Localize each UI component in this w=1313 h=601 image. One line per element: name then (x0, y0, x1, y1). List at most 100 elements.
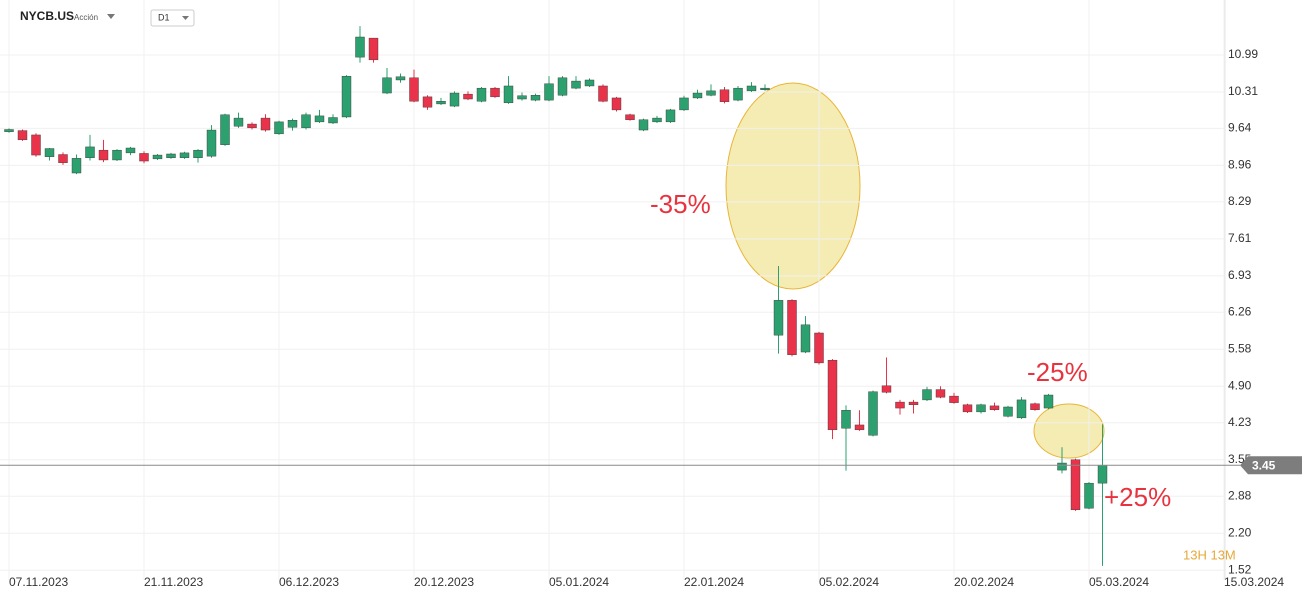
x-tick-label: 05.03.2024 (1089, 575, 1149, 589)
x-tick-label: 21.11.2023 (144, 575, 203, 589)
candle-body (895, 401, 905, 409)
x-tick-label: 20.12.2023 (414, 575, 474, 589)
interval[interactable]: D1 (158, 12, 170, 22)
candle-body (4, 129, 14, 132)
candle-body (854, 424, 865, 431)
candle-body (314, 115, 325, 123)
timer: 13H 13M (1183, 547, 1236, 562)
candle-body (395, 76, 406, 81)
candle-body (301, 114, 311, 129)
candle-body (1084, 482, 1094, 509)
instrument-kind[interactable]: Acción (74, 13, 98, 22)
candle-body (989, 405, 1000, 410)
candle-body (341, 75, 352, 118)
candle-body (233, 117, 244, 127)
candle-body (773, 300, 784, 336)
candle-body (598, 85, 608, 102)
candle-body (463, 93, 473, 100)
candle-body (436, 101, 446, 105)
y-tick-label: 1.52 (1228, 562, 1252, 576)
y-tick-label: 9.64 (1228, 121, 1252, 135)
x-tick-label: 15.03.2024 (1224, 575, 1284, 589)
candle-body (368, 37, 379, 61)
y-tick-label: 5.58 (1228, 341, 1252, 355)
candle-body (881, 385, 892, 393)
candle-body (382, 77, 392, 94)
candle-body (274, 121, 284, 135)
candle-body (800, 324, 811, 353)
candle-body (247, 123, 257, 129)
y-tick-label: 4.23 (1228, 415, 1252, 429)
candle-body (544, 83, 554, 101)
candle-body (908, 401, 919, 406)
candle-body (814, 332, 824, 364)
y-tick-label: 6.93 (1228, 268, 1252, 282)
candle-body (112, 149, 122, 161)
candle-body (935, 389, 946, 398)
candle-body (841, 410, 851, 429)
y-tick-label: 10.99 (1228, 47, 1258, 61)
candle-body (922, 389, 932, 401)
candle-body (1003, 406, 1013, 417)
candle-body (125, 147, 136, 154)
annotation: +25% (1104, 482, 1171, 512)
candle-body (193, 149, 203, 158)
candle-body (328, 117, 338, 124)
plot (0, 0, 1225, 580)
y-tick-label: 7.61 (1228, 231, 1252, 245)
candle-body (260, 117, 271, 131)
candle-body (1097, 464, 1108, 484)
x-tick-label: 07.11.2023 (9, 575, 68, 589)
y-tick-label: 2.88 (1228, 488, 1252, 502)
candle-body (31, 134, 41, 156)
y-tick-label: 6.26 (1228, 304, 1252, 318)
candle-body (220, 114, 230, 145)
candle-body (44, 148, 55, 157)
candle-body (733, 87, 743, 101)
candle-body (206, 129, 217, 157)
candle-body (58, 154, 68, 163)
candle-body (584, 79, 595, 87)
candle-body (1070, 459, 1081, 511)
y-tick-label: 10.31 (1228, 84, 1258, 98)
candle-body (625, 114, 635, 120)
candle-body (1016, 399, 1027, 419)
candle-body (166, 153, 176, 158)
candle-body (409, 77, 419, 102)
candle-body (571, 80, 581, 89)
candle-body (557, 77, 568, 96)
candle-body (152, 154, 163, 160)
y-tick-label: 4.90 (1228, 378, 1252, 392)
candle-body (517, 95, 527, 100)
candle-body (976, 404, 986, 413)
candle-body (17, 130, 28, 141)
candle-body (760, 87, 770, 90)
dropdown-arrow[interactable] (182, 16, 189, 20)
candle-body (422, 96, 433, 108)
candle-body (355, 36, 365, 58)
x-tick-label: 20.02.2024 (954, 575, 1014, 589)
last-price-label: 3.45 (1252, 458, 1276, 472)
x-tick-label: 05.01.2024 (549, 575, 609, 589)
candle-body (787, 300, 797, 355)
candle-body (71, 158, 82, 174)
x-tick-label: 06.12.2023 (279, 575, 339, 589)
symbol: NYCB.US (20, 9, 74, 23)
y-tick-label: 8.96 (1228, 158, 1252, 172)
annotation: -25% (1027, 357, 1088, 387)
candle-body (476, 87, 487, 102)
last-price-tag (1240, 456, 1302, 475)
candle-body (827, 359, 838, 431)
candle-body (449, 92, 460, 107)
dropdown-arrow[interactable] (107, 14, 115, 19)
candle-body (719, 89, 730, 102)
highlight-ellipse (1033, 403, 1105, 459)
x-tick-label: 22.01.2024 (684, 575, 744, 589)
interval-select[interactable] (150, 9, 195, 27)
candle-body (692, 92, 703, 99)
candle-body (490, 87, 500, 98)
candle-body (949, 395, 959, 403)
candle-body (1043, 394, 1054, 409)
